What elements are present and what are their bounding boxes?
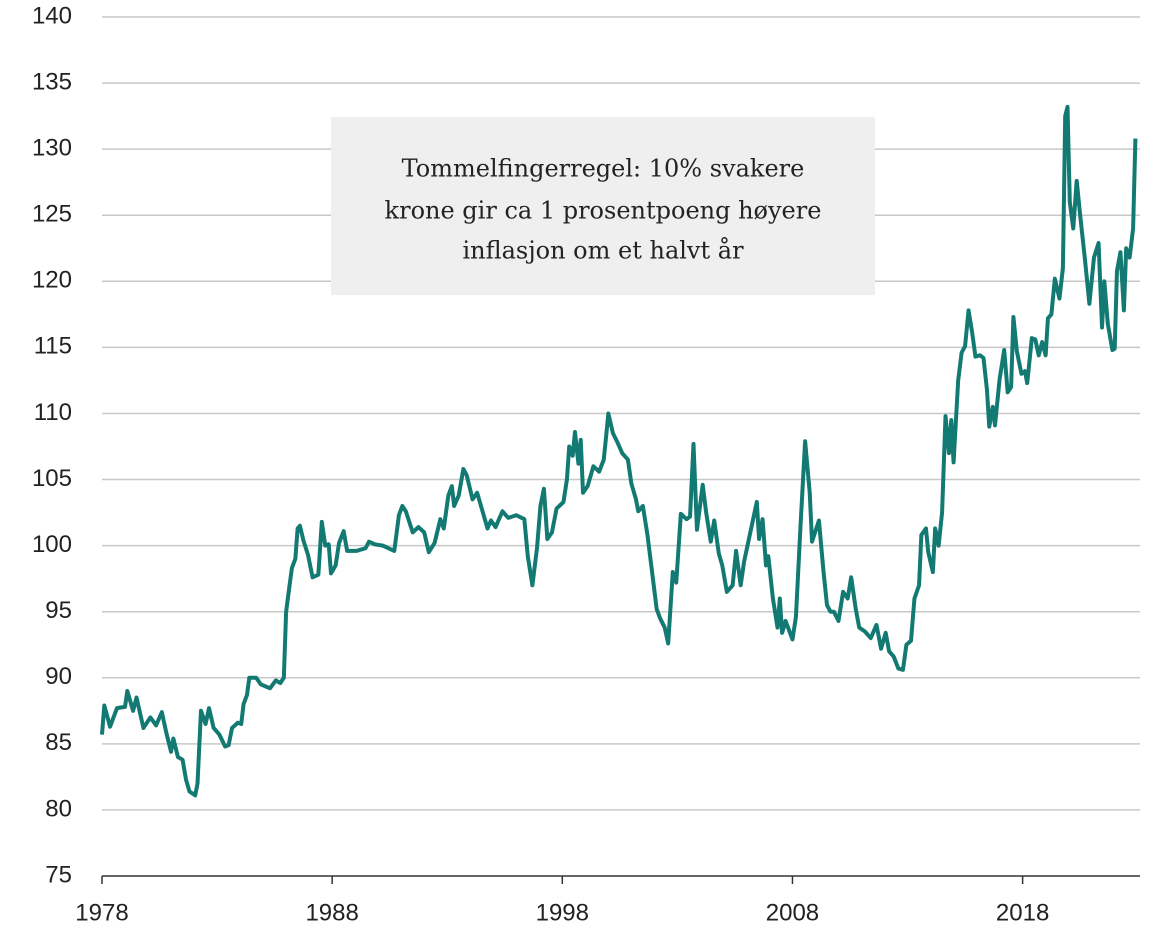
y-tick-label: 75 (45, 861, 72, 888)
x-tick-label: 1988 (305, 899, 358, 926)
line-series (100, 104, 1138, 798)
y-tick-label: 105 (32, 465, 72, 492)
x-tick-label: 1978 (75, 899, 128, 926)
y-tick-label: 125 (32, 201, 72, 228)
annotation: krone gir ca 1 prosentpoeng høyere (385, 197, 822, 225)
x-tick-label: 2008 (766, 899, 819, 926)
x-tick-label: 1998 (536, 899, 589, 926)
x-tick-label: 2018 (996, 899, 1049, 926)
y-tick-label: 120 (32, 267, 72, 294)
y-tick-label: 110 (34, 399, 72, 426)
y-tick-label: 80 (45, 795, 72, 822)
y-tick-label: 90 (45, 663, 72, 690)
y-tick-label: 100 (32, 531, 72, 558)
y-tick-label: 85 (45, 729, 72, 756)
annotation: Tommelfingerregel: 10% svakere (402, 155, 805, 183)
y-tick-label: 95 (45, 597, 72, 624)
annotation: inflasjon om et halvt år (462, 236, 744, 265)
y-tick-label: 135 (32, 68, 72, 95)
annotation-box (331, 117, 875, 295)
y-tick-label: 115 (34, 333, 72, 360)
y-tick-label: 140 (32, 2, 72, 29)
y-tick-label: 130 (32, 134, 72, 161)
